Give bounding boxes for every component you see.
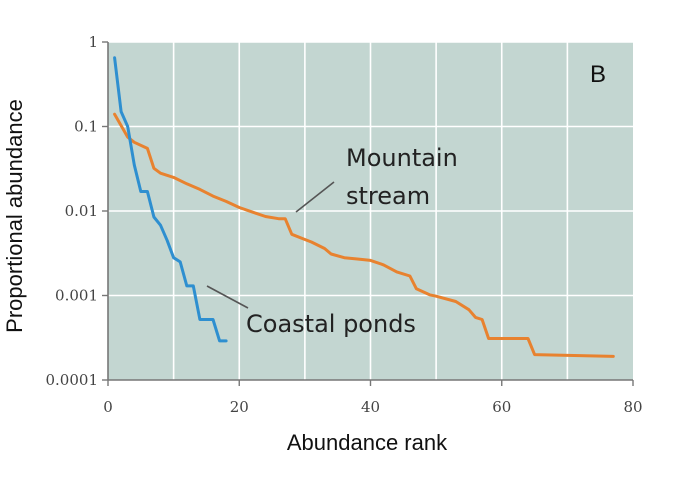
- y-tick-label: 1: [88, 33, 98, 51]
- mountain-stream-label-line-2: stream: [346, 182, 430, 210]
- y-tick-label: 0.001: [55, 287, 98, 305]
- panel-label: B: [590, 61, 606, 88]
- series-lines: [113, 56, 615, 358]
- x-tick-label: 40: [361, 398, 380, 416]
- y-tick-label: 0.01: [65, 202, 98, 220]
- x-tick-label: 20: [230, 398, 249, 416]
- y-tick-labels: 1 0.1 0.01 0.001 0.0001: [46, 33, 108, 389]
- mountain-stream-leader-line: [295, 181, 335, 213]
- y-tick-label: 0.1: [74, 118, 98, 136]
- coastal-ponds-label: Coastal ponds: [246, 310, 416, 338]
- mountain-stream-series-line: [113, 112, 615, 358]
- x-tick-label: 80: [623, 398, 642, 416]
- coastal-ponds-series-line: [113, 56, 228, 343]
- y-axis-title: Proportional abundance: [2, 99, 27, 333]
- x-tick-label: 0: [103, 398, 113, 416]
- mountain-stream-label-line-1: Mountain: [346, 144, 458, 172]
- grid-lines: [108, 41, 633, 380]
- x-tick-label: 60: [492, 398, 511, 416]
- y-tick-label: 0.0001: [46, 371, 99, 389]
- coastal-ponds-leader-line: [206, 285, 249, 309]
- x-tick-labels: 0 20 40 60 80: [103, 380, 643, 416]
- x-axis-title: Abundance rank: [287, 430, 448, 455]
